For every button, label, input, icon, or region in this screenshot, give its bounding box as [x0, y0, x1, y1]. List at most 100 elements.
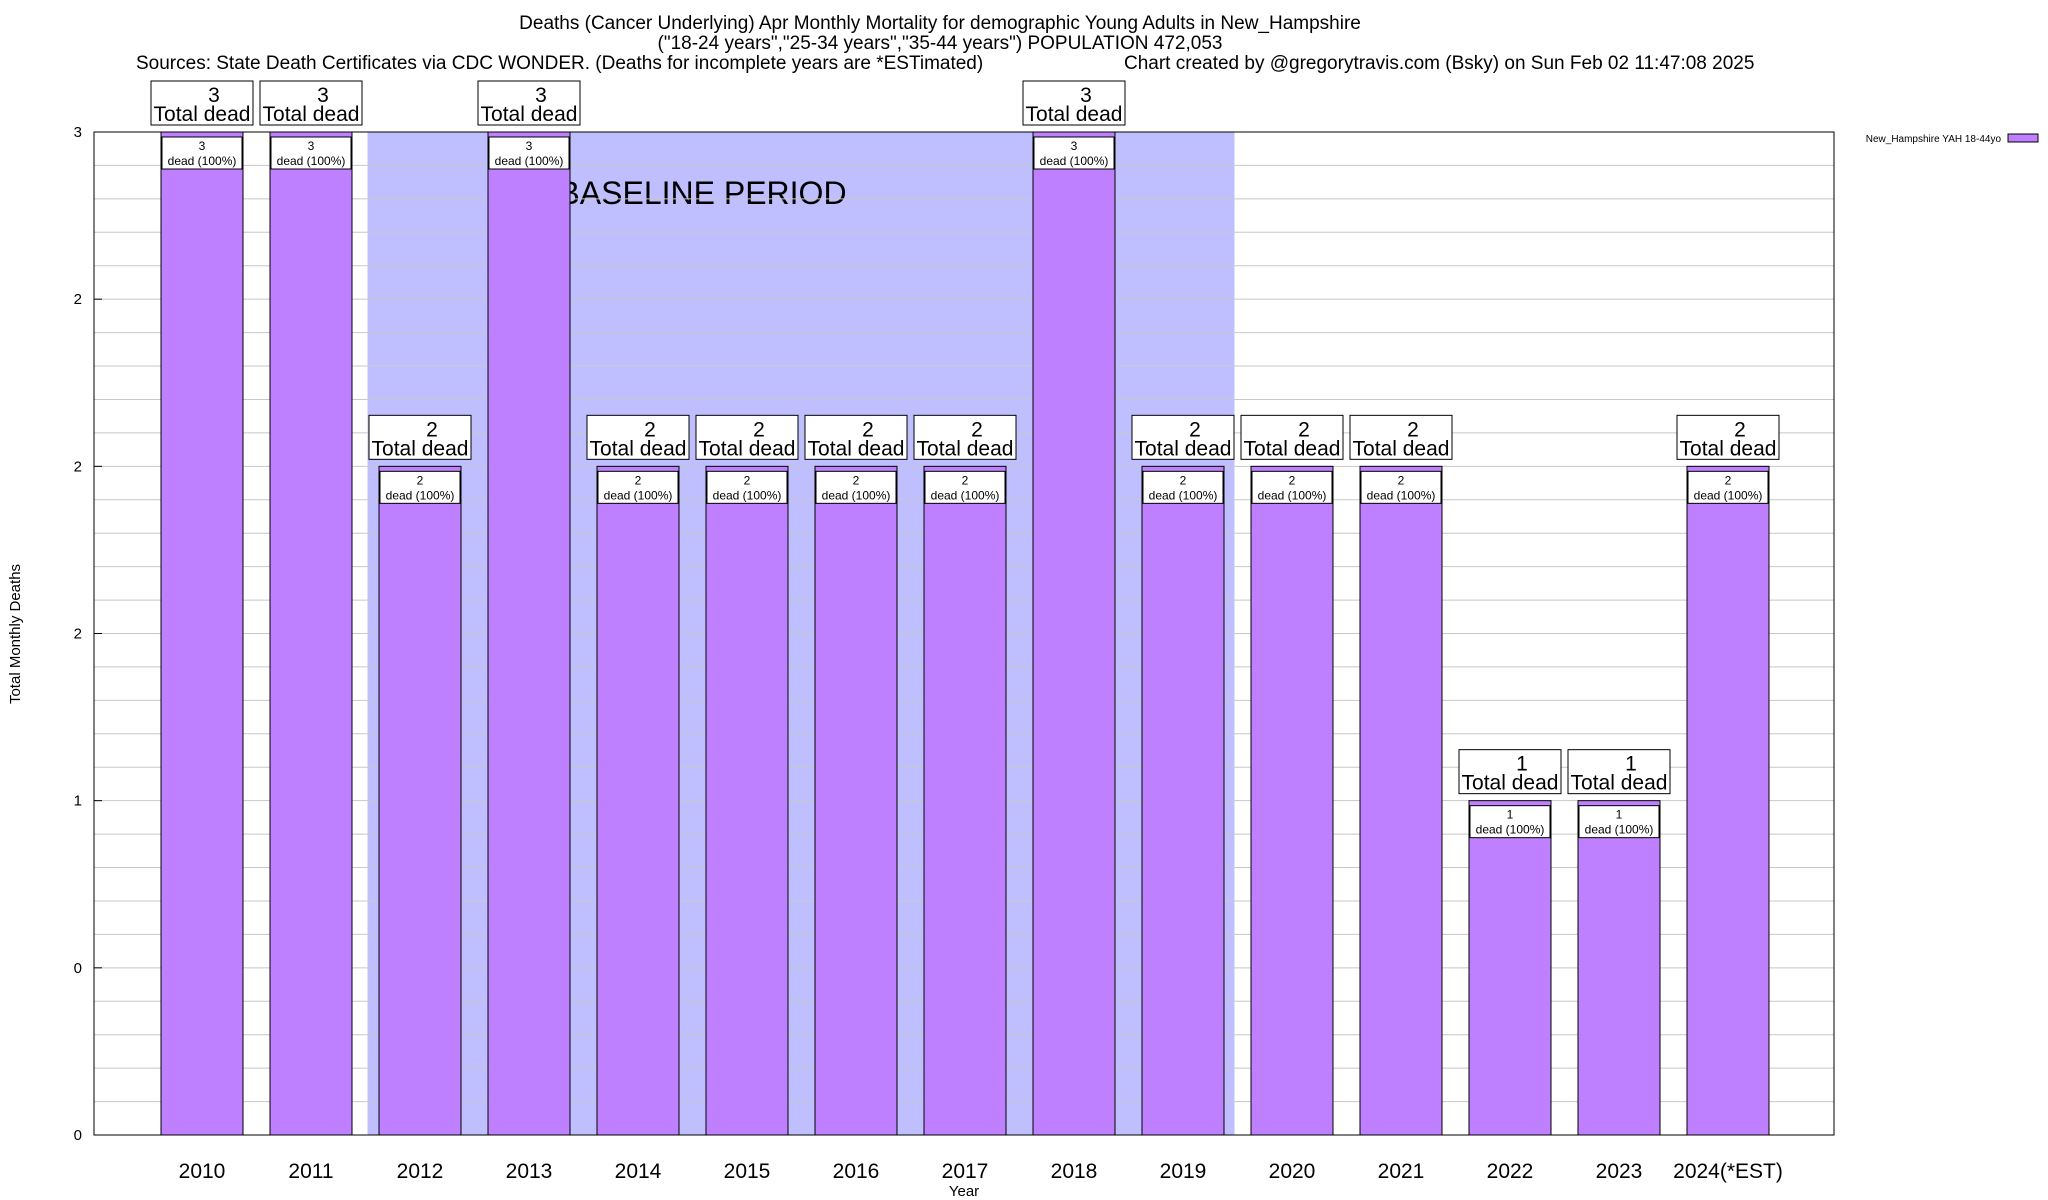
segment-label-box	[815, 470, 897, 504]
total-label-value: 3	[1080, 84, 1092, 107]
segment-label-value: 2	[1725, 473, 1732, 487]
segment-label-box	[1360, 470, 1442, 504]
segment-label-value: 2	[962, 473, 969, 487]
segment-label-text: dead (100%)	[713, 488, 782, 502]
segment-label-box	[1469, 805, 1551, 839]
total-label-box	[1676, 414, 1780, 460]
total-label-box	[1131, 414, 1235, 460]
x-tick-label-2013: 2013	[506, 1160, 553, 1183]
segment-label-text: dead (100%)	[1585, 823, 1654, 837]
x-tick-label-2018: 2018	[1051, 1160, 1098, 1183]
total-label-value: 2	[862, 418, 874, 441]
bar-2021	[1359, 465, 1443, 1136]
segment-label-box	[1142, 470, 1224, 504]
legend-label: New_Hampshire YAH 18-44yo	[1866, 134, 2002, 145]
total-label-text: Total dead	[1135, 437, 1232, 460]
bar-2018	[1032, 131, 1116, 1136]
segment-label-value: 3	[308, 139, 315, 153]
segment-label-text: dead (100%)	[1694, 488, 1763, 502]
total-label-box	[1240, 414, 1344, 460]
total-label-box	[1022, 80, 1126, 126]
total-label-value: 2	[1298, 418, 1310, 441]
total-label-box	[368, 414, 472, 460]
segment-label-text: dead (100%)	[1040, 154, 1109, 168]
y-tick-label: 2	[74, 458, 82, 475]
x-tick-label-2010: 2010	[179, 1160, 226, 1183]
total-label-box	[477, 80, 581, 126]
total-label-text: Total dead	[1571, 772, 1668, 795]
segment-label-text: dead (100%)	[1476, 823, 1545, 837]
x-tick-label-2021: 2021	[1378, 1160, 1425, 1183]
segment-label-text: dead (100%)	[495, 154, 564, 168]
segment-label-value: 2	[1398, 473, 1405, 487]
total-label-value: 3	[317, 84, 329, 107]
segment-label-text: dead (100%)	[1367, 488, 1436, 502]
segment-label-text: dead (100%)	[1149, 488, 1218, 502]
baseline-period-label: BASELINE PERIOD	[558, 175, 846, 211]
segment-label-text: dead (100%)	[604, 488, 673, 502]
segment-label-text: dead (100%)	[822, 488, 891, 502]
segment-label-box	[270, 136, 352, 170]
segment-label-value: 3	[199, 139, 206, 153]
total-label-text: Total dead	[590, 437, 687, 460]
x-tick-label-2015: 2015	[724, 1160, 771, 1183]
segment-label-box	[1033, 136, 1115, 170]
segment-label-value: 3	[526, 139, 533, 153]
segment-label-box	[161, 136, 243, 170]
x-tick-label-2012: 2012	[397, 1160, 444, 1183]
segment-label-box	[597, 470, 679, 504]
total-label-text: Total dead	[372, 437, 469, 460]
segment-label-box	[1251, 470, 1333, 504]
segment-label-box	[1578, 805, 1660, 839]
x-tick-label-2022: 2022	[1487, 1160, 1534, 1183]
bar-2014	[596, 465, 680, 1136]
total-label-value: 2	[426, 418, 438, 441]
segment-label-value: 2	[635, 473, 642, 487]
bar-2012	[378, 465, 462, 1136]
x-axis-title: Year	[949, 1183, 979, 1200]
bar-2024(*EST)	[1686, 465, 1770, 1136]
total-label-text: Total dead	[1244, 437, 1341, 460]
bar-2015	[705, 465, 789, 1136]
bar-2010	[160, 131, 244, 1136]
total-label-value: 1	[1625, 753, 1637, 776]
bar-2013	[487, 131, 571, 1136]
total-label-value: 2	[753, 418, 765, 441]
x-tick-label-2020: 2020	[1269, 1160, 1316, 1183]
x-tick-label-2024(*EST): 2024(*EST)	[1673, 1160, 1783, 1183]
total-label-text: Total dead	[154, 103, 251, 126]
total-label-text: Total dead	[263, 103, 360, 126]
segment-label-value: 2	[853, 473, 860, 487]
bar-2019	[1141, 465, 1225, 1136]
segment-label-box	[379, 470, 461, 504]
total-label-value: 2	[1407, 418, 1419, 441]
bar-2020	[1250, 465, 1334, 1136]
bar-2022	[1468, 800, 1552, 1136]
x-tick-label-2011: 2011	[288, 1160, 333, 1183]
x-tick-label-2023: 2023	[1596, 1160, 1643, 1183]
chart-source-note: Sources: State Death Certificates via CD…	[136, 53, 984, 74]
total-label-box	[1458, 749, 1562, 795]
chart-credit: Chart created by @gregorytravis.com (Bsk…	[1124, 53, 1755, 74]
legend-swatch	[2007, 133, 2039, 143]
segment-label-value: 1	[1616, 808, 1623, 822]
total-label-value: 2	[971, 418, 983, 441]
segment-label-text: dead (100%)	[386, 488, 455, 502]
